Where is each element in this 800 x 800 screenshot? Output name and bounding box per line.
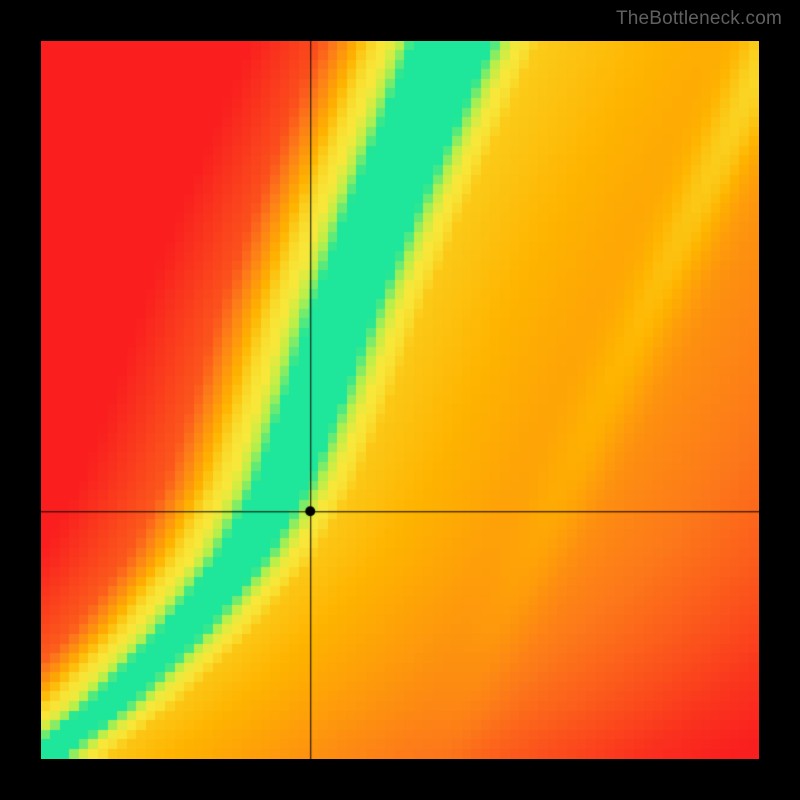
chart-container: TheBottleneck.com [0, 0, 800, 800]
heatmap-canvas [41, 41, 759, 759]
plot-area [41, 41, 759, 759]
attribution-text: TheBottleneck.com [616, 8, 782, 30]
